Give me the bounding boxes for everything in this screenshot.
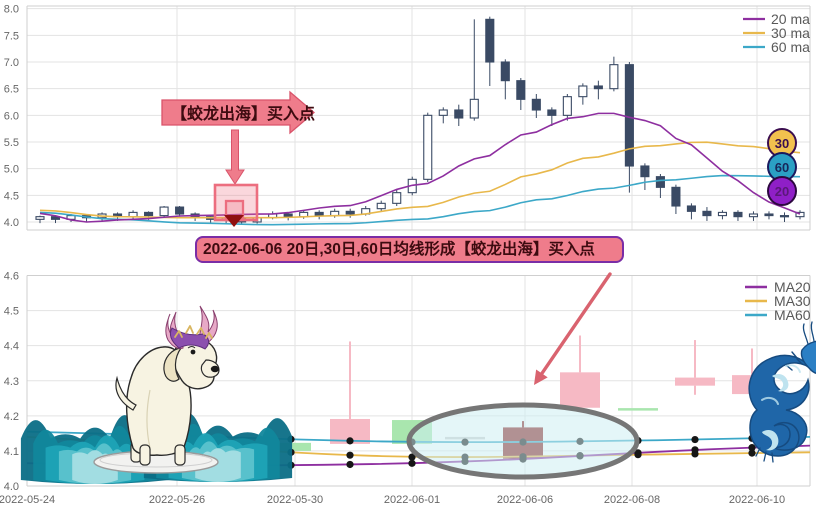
svg-text:2022-06-06 20日,30日,60日均线形成【蛟龙出: 2022-06-06 20日,30日,60日均线形成【蛟龙出海】买入点 bbox=[203, 239, 595, 258]
